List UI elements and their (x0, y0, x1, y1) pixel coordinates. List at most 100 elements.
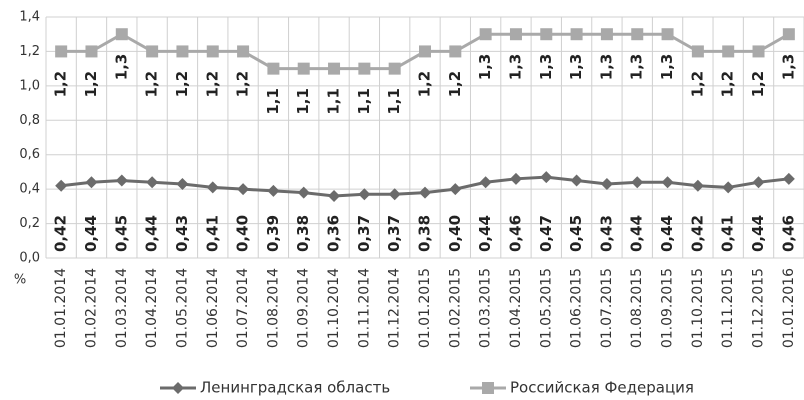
data-label: 0,36 (325, 215, 343, 252)
x-tick-label: 01.07.2015 (599, 268, 615, 348)
x-tick-label: 01.12.2014 (387, 268, 403, 348)
marker (479, 28, 492, 41)
x-tick-label: 01.05.2015 (538, 268, 554, 348)
x-tick-label: 01.02.2014 (83, 268, 99, 348)
data-label: 1,1 (325, 88, 343, 115)
marker (540, 171, 553, 184)
data-label: 0,47 (537, 215, 555, 252)
marker (358, 62, 371, 75)
data-label: 1,1 (294, 88, 312, 115)
marker (297, 186, 310, 199)
data-label: 0,38 (416, 215, 434, 252)
marker (115, 174, 128, 187)
data-label: 0,45 (567, 215, 585, 252)
x-tick-label: 01.04.2014 (144, 268, 160, 348)
marker (752, 176, 765, 189)
x-tick-label: 01.11.2015 (720, 268, 736, 348)
data-label: 1,1 (355, 88, 373, 115)
data-label: 1,2 (416, 71, 434, 98)
y-tick-label: 1,4 (19, 10, 40, 25)
data-label: 1,3 (779, 54, 797, 81)
data-label: 1,2 (82, 71, 100, 98)
data-label: 0,40 (446, 215, 464, 252)
marker (691, 45, 704, 58)
data-label: 1,3 (476, 54, 494, 81)
legend-label: Ленинградская область (200, 379, 390, 397)
marker (146, 176, 159, 189)
x-tick-label: 01.10.2015 (690, 268, 706, 348)
marker (358, 188, 371, 201)
marker (782, 28, 795, 41)
data-label: 0,37 (355, 215, 373, 252)
marker (85, 176, 98, 189)
x-tick-label: 01.03.2014 (114, 268, 130, 348)
data-label: 1,2 (749, 71, 767, 98)
data-label: 0,44 (476, 215, 494, 252)
marker (600, 177, 613, 190)
marker (206, 181, 219, 194)
marker (328, 190, 341, 203)
data-label: 0,44 (143, 215, 161, 252)
marker (600, 28, 613, 41)
data-label: 1,2 (143, 71, 161, 98)
x-tick-label: 01.03.2015 (478, 268, 494, 348)
data-label: 1,1 (264, 88, 282, 115)
data-label: 1,2 (203, 71, 221, 98)
marker (631, 176, 644, 189)
x-tick-label: 01.01.2015 (417, 268, 433, 348)
x-tick-label: 01.09.2015 (660, 268, 676, 348)
marker (540, 28, 553, 41)
data-label: 1,3 (112, 54, 130, 81)
x-tick-label: 01.12.2015 (751, 268, 767, 348)
data-label: 1,1 (385, 88, 403, 115)
marker (146, 45, 159, 58)
marker (176, 177, 189, 190)
data-label: 1,2 (52, 71, 70, 98)
marker (752, 45, 765, 58)
y-tick-label: 1,0 (19, 78, 40, 93)
data-label: 0,44 (82, 215, 100, 252)
marker (570, 174, 583, 187)
x-tick-label: 01.01.2014 (53, 268, 69, 348)
x-tick-label: 01.09.2014 (296, 268, 312, 348)
marker (449, 183, 462, 196)
data-label: 0,46 (506, 215, 524, 252)
marker (691, 179, 704, 192)
marker (206, 45, 219, 58)
axis-unit: % (14, 273, 26, 288)
data-label: 0,44 (628, 215, 646, 252)
marker (509, 172, 522, 185)
data-label: 1,3 (628, 54, 646, 81)
marker (661, 176, 674, 189)
x-tick-label: 01.07.2014 (235, 268, 251, 348)
data-label: 0,41 (719, 215, 737, 252)
x-tick-label: 01.08.2014 (265, 268, 281, 348)
marker (388, 188, 401, 201)
marker (176, 45, 189, 58)
x-tick-label: 01.06.2014 (205, 268, 221, 348)
y-tick-label: 0,8 (19, 113, 40, 128)
data-label: 0,43 (597, 215, 615, 252)
x-tick-label: 01.08.2015 (629, 268, 645, 348)
marker (328, 62, 341, 75)
marker (297, 62, 310, 75)
marker (267, 184, 280, 197)
marker (782, 172, 795, 185)
marker (237, 45, 250, 58)
data-label: 0,43 (173, 215, 191, 252)
marker (570, 28, 583, 41)
marker (449, 45, 462, 58)
marker (419, 186, 431, 199)
legend-label: Российская Федерация (510, 379, 694, 397)
x-tick-label: 01.02.2015 (447, 268, 463, 348)
marker (115, 28, 128, 41)
marker (722, 45, 735, 58)
y-tick-label: 0,2 (19, 216, 40, 231)
marker (388, 62, 401, 75)
data-label: 1,3 (567, 54, 585, 81)
data-label: 1,2 (446, 71, 464, 98)
marker (722, 181, 735, 194)
x-tick-label: 01.10.2014 (326, 268, 342, 348)
data-label: 0,46 (779, 215, 797, 252)
